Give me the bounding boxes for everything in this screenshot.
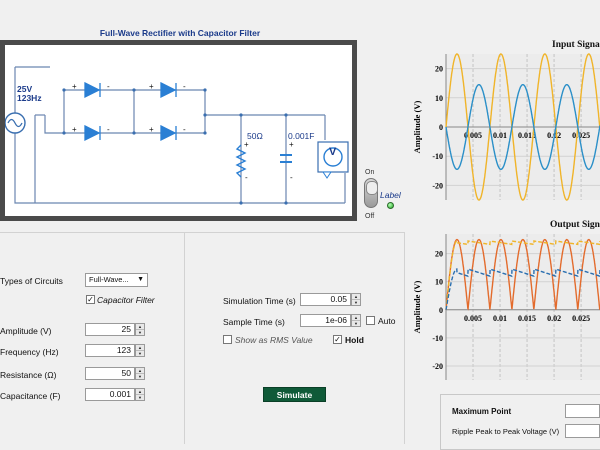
x-tick-label: 0.025 <box>572 131 590 140</box>
y-tick-label: 20 <box>435 250 443 259</box>
source-frequency: 123Hz <box>17 93 42 103</box>
y-tick-label: 10 <box>435 278 443 287</box>
y-tick-label: 20 <box>435 65 443 74</box>
circuit-title: Full-Wave Rectifier with Capacitor Filte… <box>99 28 261 38</box>
y-tick-label: 0 <box>439 306 443 315</box>
output-plot-title: Output Sign <box>550 220 600 230</box>
series-line <box>445 84 600 171</box>
capacitor-minus: - <box>290 173 293 182</box>
diode-minus: - <box>107 82 110 91</box>
power-toggle[interactable] <box>364 178 378 208</box>
resistor-icon <box>235 144 247 178</box>
input-plot-title: Input Signa <box>552 40 600 50</box>
sample-time-input[interactable]: 1e-06 <box>300 314 351 327</box>
ripple-output <box>565 424 600 438</box>
x-tick-label: 0.01 <box>493 314 507 323</box>
frequency-input[interactable]: 123 <box>85 344 135 357</box>
x-tick-label: 0.005 <box>464 131 482 140</box>
max-point-label: Maximum Point <box>452 407 512 416</box>
y-axis-label: Amplitude (V) <box>412 101 422 154</box>
y-tick-label: -20 <box>432 362 443 371</box>
resistance-input[interactable]: 50 <box>85 367 135 380</box>
series-line <box>445 53 600 201</box>
y-tick-label: -10 <box>432 152 443 161</box>
capacitance-spinner[interactable]: ▲ ▼ <box>135 388 145 401</box>
output-signal-chart: 20 10 0 -10 -20 0.005 0.01 0.015 0.02 0.025 Amplit… <box>412 234 600 380</box>
sim-time-spinner[interactable]: ▲ ▼ <box>351 293 361 306</box>
source-voltage: 25V <box>17 84 33 94</box>
plot-area <box>446 234 600 380</box>
voltmeter-icon <box>317 141 349 179</box>
diode-plus: + <box>72 82 77 91</box>
diode-minus: - <box>107 125 110 134</box>
auto-label: Auto <box>378 316 396 326</box>
amplitude-input[interactable]: 25 <box>85 323 135 336</box>
led-label: Label <box>380 190 401 200</box>
sample-time-label: Sample Time (s) <box>223 317 285 327</box>
resistor-minus: - <box>245 173 248 182</box>
ac-source-icon <box>5 112 26 134</box>
series-line <box>445 239 600 310</box>
x-tick-label: 0.01 <box>493 131 507 140</box>
diode-plus: + <box>149 125 154 134</box>
capacitor-filter-label: Capacitor Filter <box>97 295 155 305</box>
auto-checkbox[interactable] <box>366 316 375 325</box>
x-tick-label: 0.015 <box>518 131 536 140</box>
results-panel <box>440 394 600 450</box>
chevron-down-icon: ▼ <box>137 276 144 283</box>
amplitude-label: Amplitude (V) <box>0 326 52 336</box>
sim-time-label: Simulation Time (s) <box>223 296 296 306</box>
frequency-spinner[interactable]: ▲ ▼ <box>135 344 145 357</box>
switch-on-label: On <box>365 169 375 176</box>
resistor-plus: + <box>244 140 249 149</box>
circuit-diagram: 25V 123Hz + - + - + - + - 50Ω 0.001F + +… <box>0 40 357 221</box>
circuit-type-value: Full-Wave... <box>89 275 129 284</box>
diode-minus: - <box>183 82 186 91</box>
panel-divider <box>184 232 185 444</box>
simulate-button[interactable]: Simulate <box>263 387 326 402</box>
controls-panel <box>0 232 405 444</box>
y-axis-label: Amplitude (V) <box>412 281 422 334</box>
hold-checkbox[interactable]: ✓ <box>333 335 342 344</box>
amplitude-spinner[interactable]: ▲ ▼ <box>135 323 145 336</box>
x-tick-label: 0.025 <box>572 314 590 323</box>
status-led-icon <box>387 202 394 209</box>
voltmeter-label: V <box>329 146 337 158</box>
y-tick-label: 0 <box>439 123 443 132</box>
resistance-label: Resistance (Ω) <box>0 370 57 380</box>
y-tick-label: -10 <box>432 334 443 343</box>
x-tick-label: 0.02 <box>547 314 561 323</box>
capacitance-input[interactable]: 0.001 <box>85 388 135 401</box>
sample-time-spinner[interactable]: ▲ ▼ <box>351 314 361 327</box>
rms-checkbox[interactable] <box>223 335 232 344</box>
capacitor-filter-checkbox[interactable]: ✓ <box>86 295 95 304</box>
hold-label: Hold <box>345 335 364 345</box>
diode-minus: - <box>183 125 186 134</box>
circuit-type-label: Types of Circuits <box>0 276 63 286</box>
series-line <box>445 267 600 310</box>
capacitor-label: 0.001F <box>288 131 315 141</box>
capacitor-icon <box>280 154 292 163</box>
diode-icon <box>84 81 177 142</box>
capacitance-label: Capacitance (F) <box>0 391 61 401</box>
diode-plus: + <box>72 125 77 134</box>
rms-label: Show as RMS Value <box>235 335 313 345</box>
x-tick-label: 0.005 <box>464 314 482 323</box>
diode-plus: + <box>149 82 154 91</box>
ripple-label: Ripple Peak to Peak Voltage (V) <box>452 427 560 436</box>
resistance-spinner[interactable]: ▲ ▼ <box>135 367 145 380</box>
y-tick-label: 10 <box>435 94 443 103</box>
x-tick-label: 0.015 <box>518 314 536 323</box>
y-tick-label: -20 <box>432 181 443 190</box>
resistor-label: 50Ω <box>247 131 263 141</box>
series-line <box>445 238 600 311</box>
frequency-label: Frequency (Hz) <box>0 347 59 357</box>
max-point-output <box>565 404 600 418</box>
sim-time-input[interactable]: 0.05 <box>300 293 351 306</box>
switch-off-label: Off <box>365 213 375 220</box>
capacitor-plus: + <box>289 140 294 149</box>
circuit-type-select[interactable]: Full-Wave... ▼ <box>85 273 148 287</box>
